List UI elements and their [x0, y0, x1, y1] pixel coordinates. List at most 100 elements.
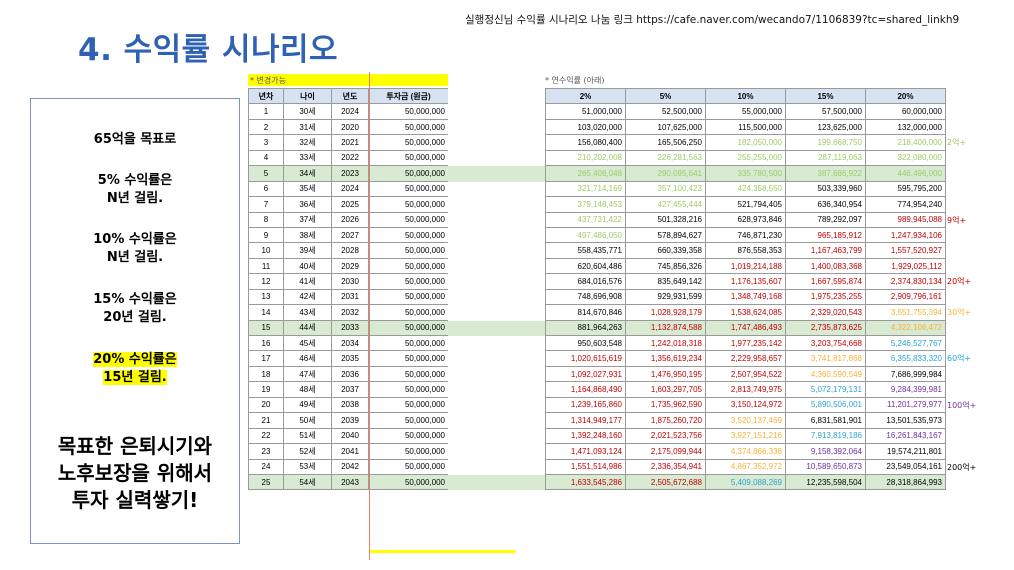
scenario-cell: 52,500,000 — [625, 103, 706, 120]
table-cell: 46세 — [283, 350, 332, 367]
scenario-row: 321,714,169 357,100,423 424,358,550 503,339… — [545, 180, 946, 198]
table-cell: 19 — [248, 381, 284, 398]
scenario-cell: 9,284,399,981 — [865, 381, 946, 398]
scenario-cell: 2,909,796,161 — [865, 288, 946, 306]
scenario-cell: 1,176,135,607 — [705, 273, 786, 290]
table-cell: 11 — [248, 257, 284, 275]
scenario-cell: 290,095,641 — [625, 165, 706, 182]
spacer-row — [448, 427, 545, 445]
table-row: 22 51세 2040 50,000,000 — [248, 427, 449, 445]
scenario-row: 814,670,846 1,028,928,179 1,538,624,085 2,3… — [545, 304, 946, 321]
spacer-cell — [448, 149, 545, 167]
scenario-row: 1,020,615,619 1,356,619,234 2,229,958,657 3… — [545, 350, 946, 367]
scenario-cell: 660,339,358 — [625, 242, 706, 259]
scenario-cell: 132,000,000 — [865, 118, 946, 136]
scenario-cell: 1,392,248,160 — [545, 427, 626, 445]
milestone-annotation: 9억+ — [947, 216, 967, 225]
scenario-cell: 1,538,624,085 — [705, 304, 786, 321]
milestone-annotation: 2억+ — [947, 138, 967, 147]
scenario-row: 1,314,949,177 1,875,260,720 3,520,137,469 6… — [545, 412, 946, 429]
scenario-cell: 60,000,000 — [865, 103, 946, 120]
table-cell: 47세 — [283, 365, 332, 383]
table-cell: 50,000,000 — [368, 458, 449, 475]
milestone-annotation: 100억+ — [947, 401, 977, 410]
table-cell: 50,000,000 — [368, 226, 449, 244]
table-cell: 3 — [248, 134, 284, 151]
table-cell: 21 — [248, 412, 284, 429]
scenario-cell: 501,328,216 — [625, 211, 706, 228]
table-cell: 50,000,000 — [368, 350, 449, 367]
return-scenario-table: 2% 5% 10% 15% 20% 51,000,000 52,500,000 55,000… — [545, 87, 946, 491]
table-row: 11 40세 2029 50,000,000 — [248, 257, 449, 275]
table-row: 4 33세 2022 50,000,000 — [248, 149, 449, 167]
table-cell: 2027 — [331, 226, 369, 244]
scenario-cell: 387,686,922 — [785, 165, 866, 182]
table-cell: 53세 — [283, 458, 332, 475]
investment-table: 년차 나이 년도 투자금 (원금) 1 30세 2024 50,000,000 2 31세 202… — [248, 87, 449, 491]
scenario-row: 497,486,050 578,894,627 746,871,230 965,185… — [545, 226, 946, 244]
spacer-cell — [448, 165, 545, 182]
scenario-cell: 1,242,018,318 — [625, 334, 706, 352]
table-cell: 50,000,000 — [368, 396, 449, 414]
table-cell: 50,000,000 — [368, 118, 449, 136]
table-cell: 1 — [248, 103, 284, 120]
scenario-cell: 199,668,750 — [785, 134, 866, 151]
spacer-cell — [448, 458, 545, 475]
table-cell: 2042 — [331, 458, 369, 475]
scenario-row: 437,731,422 501,328,216 628,973,846 789,292… — [545, 211, 946, 228]
table-cell: 7 — [248, 196, 284, 213]
table-cell: 23 — [248, 443, 284, 460]
scenario-cell: 814,670,846 — [545, 304, 626, 321]
spacer-row — [448, 165, 545, 182]
scenario-cell: 23,549,054,161 — [865, 458, 946, 475]
scenario-cell: 103,020,000 — [545, 118, 626, 136]
table-cell: 50,000,000 — [368, 319, 449, 337]
table-cell: 50,000,000 — [368, 165, 449, 182]
scenario-10-line2: N년 걸림. — [106, 250, 164, 265]
spacer-cell — [448, 134, 545, 151]
scenario-20-line2: 15년 걸림. — [31, 369, 239, 387]
spacer-row — [448, 443, 545, 460]
table-cell: 45세 — [283, 334, 332, 352]
table-cell: 50,000,000 — [368, 211, 449, 228]
table-cell: 50,000,000 — [368, 443, 449, 460]
scenario-cell: 265,406,048 — [545, 165, 626, 182]
spacer-cell — [448, 443, 545, 460]
table-row: 2 31세 2020 50,000,000 — [248, 118, 449, 136]
scenario-row: 103,020,000 107,625,000 115,500,000 123,625… — [545, 118, 946, 136]
spacer-cell — [448, 365, 545, 383]
scenario-cell: 165,506,250 — [625, 134, 706, 151]
left-header-2: 년도 — [331, 87, 369, 105]
scenario-cell: 156,080,400 — [545, 134, 626, 151]
goal-text: 65억을 목표로 — [93, 132, 177, 147]
table-cell: 50,000,000 — [368, 103, 449, 120]
scenario-cell: 3,741,817,868 — [785, 350, 866, 367]
table-cell: 50,000,000 — [368, 473, 449, 491]
scenario-cell: 7,913,819,186 — [785, 427, 866, 445]
table-row: 15 44세 2033 50,000,000 — [248, 319, 449, 337]
scenario-cell: 746,871,230 — [705, 226, 786, 244]
scenario-cell: 226,281,563 — [625, 149, 706, 167]
scenario-cell: 4,322,106,472 — [865, 319, 946, 337]
table-cell: 36세 — [283, 196, 332, 213]
spacer-row — [448, 396, 545, 414]
table-cell: 2035 — [331, 350, 369, 367]
scenario-cell: 1,977,235,142 — [705, 334, 786, 352]
scenario-cell: 2,021,523,756 — [625, 427, 706, 445]
scenario-cell: 3,551,755,394 — [865, 304, 946, 321]
table-cell: 42세 — [283, 288, 332, 306]
milestone-annotation: 200억+ — [947, 463, 977, 472]
table-cell: 2020 — [331, 118, 369, 136]
spacer-cell — [448, 350, 545, 367]
scenario-cell: 774,954,240 — [865, 196, 946, 213]
scenario-cell: 335,780,500 — [705, 165, 786, 182]
bottom-highlight-bar — [370, 550, 516, 553]
spacer-row — [448, 350, 545, 367]
table-cell: 35세 — [283, 180, 332, 198]
scenario-cell: 1,348,749,168 — [705, 288, 786, 306]
scenario-cell: 1,603,297,705 — [625, 381, 706, 398]
table-cell: 16 — [248, 334, 284, 352]
share-link-text[interactable]: 실행정신님 수익률 시나리오 나눔 링크 https://cafe.naver.… — [465, 14, 960, 26]
table-cell: 10 — [248, 242, 284, 259]
table-cell: 31세 — [283, 118, 332, 136]
